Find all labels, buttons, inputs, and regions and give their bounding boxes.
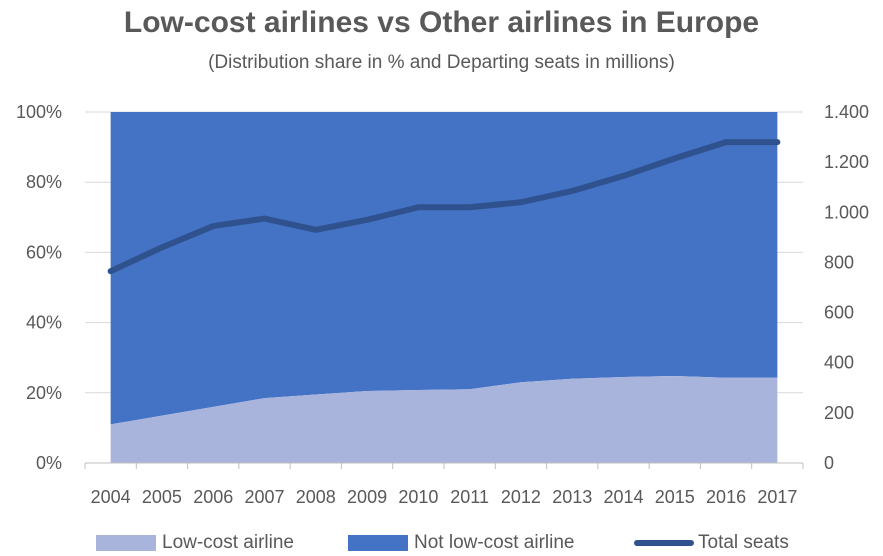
y-right-tick-label: 1.400 [824,102,869,122]
legend-label-not-low-cost: Not low-cost airline [414,532,575,553]
y-left-tick-label: 0% [36,453,62,473]
legend-swatch-low-cost [96,535,156,551]
x-tick-label: 2012 [501,487,541,507]
legend-swatch-total-seats [634,540,694,546]
legend-item-not-low-cost: Not low-cost airline [348,532,575,554]
legend-label-low-cost: Low-cost airline [162,532,294,553]
x-tick-label: 2015 [655,487,695,507]
x-tick-label: 2005 [142,487,182,507]
x-tick-label: 2004 [91,487,131,507]
chart-subtitle: (Distribution share in % and Departing s… [208,52,675,73]
x-tick-label: 2009 [347,487,387,507]
y-right-tick-label: 1.000 [824,202,869,222]
x-tick-label: 2013 [552,487,592,507]
legend-item-total-seats: Total seats [634,532,789,554]
legend-item-low-cost: Low-cost airline [96,532,294,554]
y-left-tick-label: 40% [26,313,62,333]
y-right-tick-label: 600 [824,303,854,323]
y-right-tick-label: 1.200 [824,152,869,172]
x-tick-label: 2010 [398,487,438,507]
x-tick-label: 2016 [706,487,746,507]
chart-plot: 2004 2005 2006 2007 2008 2009 2010 2011 2012 2013… [16,102,869,507]
legend: Low-cost airline Not low-cost airline To… [0,532,883,556]
y-left-tick-label: 60% [26,242,62,262]
y-right-tick-label: 0 [824,453,834,473]
area-low-cost [110,375,778,463]
y-left-tick-label: 20% [26,383,62,403]
area-not-low-cost [110,112,778,425]
line-total-seats [107,139,781,275]
x-tick-label: 2011 [450,487,489,507]
x-tick-label: 2008 [296,487,336,507]
y-right-tick-label: 800 [824,252,854,272]
y-left-tick-label: 100% [16,102,62,122]
x-tick-label: 2006 [193,487,233,507]
x-tick-label: 2017 [757,487,797,507]
x-tick-label: 2007 [244,487,284,507]
y-right-tick-label: 400 [824,353,854,373]
legend-swatch-not-low-cost [348,535,408,551]
chart-title: Low-cost airlines vs Other airlines in E… [123,6,760,39]
y-left-tick-label: 80% [26,172,62,192]
y-right-tick-label: 200 [824,403,854,423]
legend-label-total-seats: Total seats [698,532,789,553]
x-tick-label: 2014 [603,487,643,507]
